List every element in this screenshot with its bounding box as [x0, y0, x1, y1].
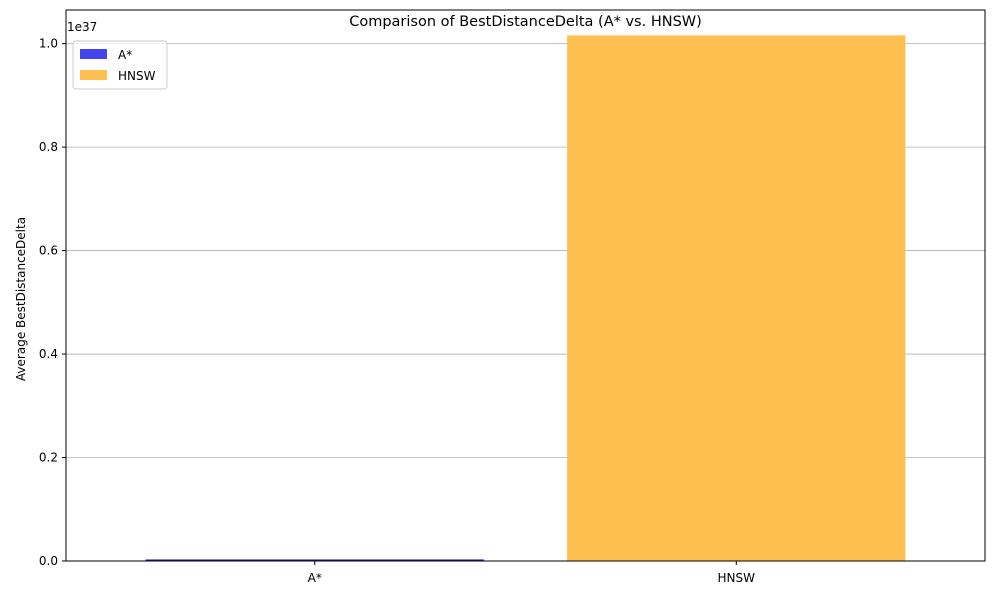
y-tick-label: 0.0: [39, 554, 58, 568]
axes-frame: [65, 9, 986, 562]
chart-title: Comparison of BestDistanceDelta (A* vs. …: [349, 14, 702, 30]
y-tick-label: 0.2: [39, 451, 58, 465]
y-axis-label: Average BestDistanceDelta: [14, 217, 28, 381]
legend-swatch: [80, 49, 107, 59]
x-tick-label: A*: [308, 571, 322, 585]
bars: [145, 35, 906, 562]
y-tick-label: 1.0: [39, 37, 58, 51]
y-tick-label: 0.6: [39, 244, 58, 258]
legend-swatch: [80, 70, 107, 80]
x-tick-label: HNSW: [718, 571, 756, 585]
legend: A* HNSW: [72, 40, 168, 90]
y-tick-label: 0.8: [39, 140, 58, 154]
legend-label: HNSW: [118, 69, 156, 83]
legend-label: A*: [118, 48, 132, 62]
y-axis-ticks: 0.0 0.2 0.4 0.6 0.8 1.0: [39, 37, 66, 568]
x-axis-ticks: A* HNSW: [308, 561, 756, 585]
y-tick-label: 0.4: [39, 347, 58, 361]
y-axis-multiplier: 1e37: [67, 20, 97, 34]
bar-hnsw: [567, 35, 906, 562]
